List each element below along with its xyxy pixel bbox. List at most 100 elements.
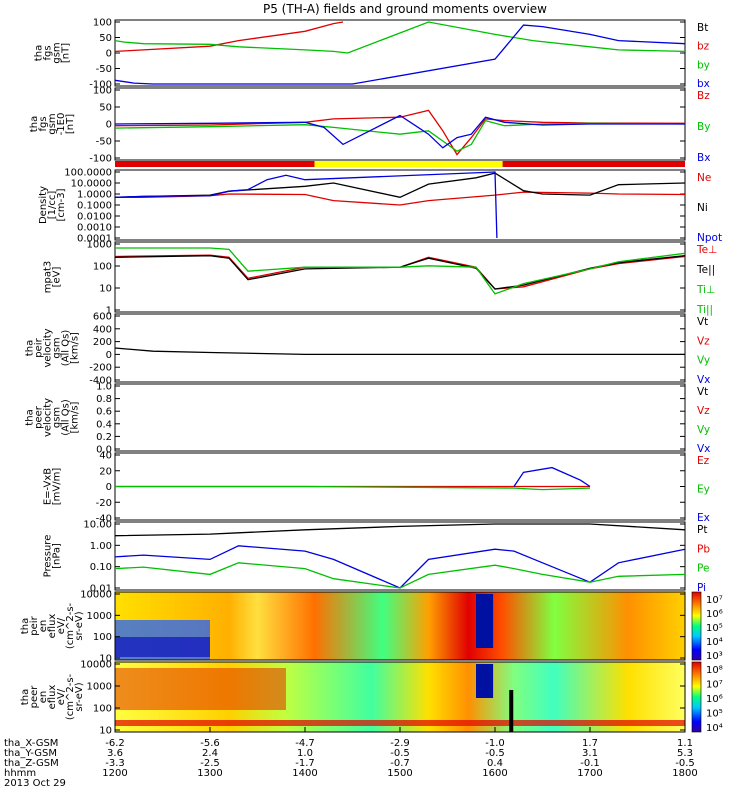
y-tick-label: 0.4 [96,419,112,430]
y-tick-label: 200 [93,337,112,348]
y-axis-label-line: gsm [47,113,58,134]
colorbar-label: 10⁴ [706,723,723,734]
x-row-value: -0.5 [675,758,695,769]
x-row-value: -0.5 [485,748,505,759]
x-row-value: 1400 [292,768,317,779]
plot-area-fgs [115,20,685,86]
y-axis-label-line: E=-VxB [43,468,54,505]
y-tick-label: 1000 [87,611,112,622]
panels: 100500-50-100thafgsgsm[nT]Btbzbybx100500… [20,18,723,737]
y-tick-label: -200 [89,363,112,374]
y-tick-label: 100 [93,262,112,273]
colorbar-label: 10⁷ [706,595,723,606]
y-tick-label: 600 [93,312,112,323]
panel-fgl: 100 50 0 -50 -100 thafgsgsm-1E0[nT] Bz By Bx [29,86,710,165]
legend-Bx: Bx [697,152,710,164]
legend-Vy: Vy [697,355,710,367]
y-tick-label: 40 [99,451,112,462]
colorbar-label: 10⁵ [706,623,723,634]
y-tick-label: 10.00 [83,520,112,531]
y-axis-label-line: velocity [43,328,54,367]
y-tick-label: 1.00 [90,541,112,552]
spectrogram-region-hot [115,668,286,710]
y-axis-label-line: -1E0 [56,113,67,136]
y-axis-label-line: mpat3 [43,261,54,294]
legend-By: By [697,121,710,133]
colorbar-label: 10⁴ [706,637,723,648]
y-axis-label-line: peer [34,405,45,429]
x-row-value: 1500 [387,768,412,779]
legend-Pt: Pt [697,524,707,536]
y-axis-label-line: [1/cc] [47,191,58,220]
y-tick-label: 50 [99,103,112,114]
panel-peir_spec: 10⁷ 10⁶ 10⁵ 10⁴ 10³ 10000 1000 100 10 thapeirenef… [20,590,723,665]
plot-area-temp [115,242,685,312]
y-tick-label: 10 [99,284,112,295]
y-axis-label: E=-VxB[mV/m] [43,468,63,506]
legend-Vz: Vz [697,335,710,347]
y-axis-label: thapeirenefluxeV/(cm^2-s-sr-eV) [20,602,85,649]
spectrogram-dropout [509,690,514,732]
x-row-value: -6.2 [105,738,125,749]
y-tick-label: 100 [93,704,112,715]
frame-peer_v [114,383,686,452]
legend-bz: bz [697,41,710,53]
y-tick-label: 0.1000 [77,201,112,212]
colorbar-label: 10⁷ [706,680,723,691]
y-tick-label: 1.0000 [77,190,112,201]
y-tick-label: 1000 [87,682,112,693]
y-axis-label-line: (cm^2-s- [65,673,76,720]
legend-Ez: Ez [697,455,710,467]
series-density-Npot [114,171,498,239]
y-axis-label-line: tha [25,409,36,425]
y-axis-label-line: eflux [47,685,58,710]
y-tick-label: 100 [93,18,112,29]
y-axis-label-line: (All Qs) [61,330,72,367]
y-axis-label-line: eV/ [56,688,67,705]
x-row-value: 1.0 [297,748,313,759]
x-row-label: hhmm [4,768,36,779]
y-axis-label-line: (cm^2-s- [65,602,76,649]
y-axis-label: thafgsgsm[nT] [34,42,72,63]
series-fgs-bz [114,21,344,53]
panel-peer_v: 1.00.8 0.60.4 0.2 0.0 thapeervelocitygsm(All… [25,382,711,456]
y-tick-label: -100 [89,80,112,91]
y-tick-label: 10000 [80,660,112,671]
y-tick-label: 0.0100 [77,212,112,223]
x-row-value: 1.1 [677,738,693,749]
x-row-value: 1800 [672,768,697,779]
legend-Pb: Pb [697,543,710,555]
y-axis-label-line: [km/s] [70,332,81,364]
panel-density: 100.000010.00001.00000.10000.01000.00100… [38,168,722,245]
colorbar-peer_spec [691,661,702,733]
x-row-value: -0.1 [580,758,600,769]
legend-Vx: Vx [697,443,710,455]
y-axis-label-line: gsm [52,42,63,63]
legend-Vx: Vx [697,374,710,386]
y-axis-label-line: velocity [43,398,54,437]
x-row-value: -1.0 [485,738,505,749]
legend-Bz: Bz [697,90,710,102]
y-axis-label-line: en [38,620,49,633]
legend-Bt: Bt [697,22,708,34]
spectrogram-gap [476,594,494,648]
panel-peer_spec: 10⁸ 10⁷ 10⁶ 10⁵ 10⁴ 10000 1000 100 10 thapeerenef… [20,660,723,737]
x-row-label: tha_X-GSM [4,738,58,749]
x-row-value: 1.7 [582,738,598,749]
y-tick-label: 100 [93,632,112,643]
y-axis-label-line: [km/s] [70,401,81,433]
y-axis-label-line: fgs [38,116,49,131]
x-row-value: 3.1 [582,748,598,759]
legend-Ey: Ey [697,484,710,496]
mode-bar-segment-0 [115,161,315,167]
legend-bx: bx [697,78,710,90]
x-row-value: -5.6 [200,738,220,749]
x-row-value: 3.6 [107,748,123,759]
y-tick-label: 0.6 [96,407,112,418]
x-row-value: 1200 [102,768,127,779]
y-tick-label: 0 [106,49,112,60]
legend-Te||: Te|| [696,264,715,276]
series-pressure-Pt [114,523,686,537]
